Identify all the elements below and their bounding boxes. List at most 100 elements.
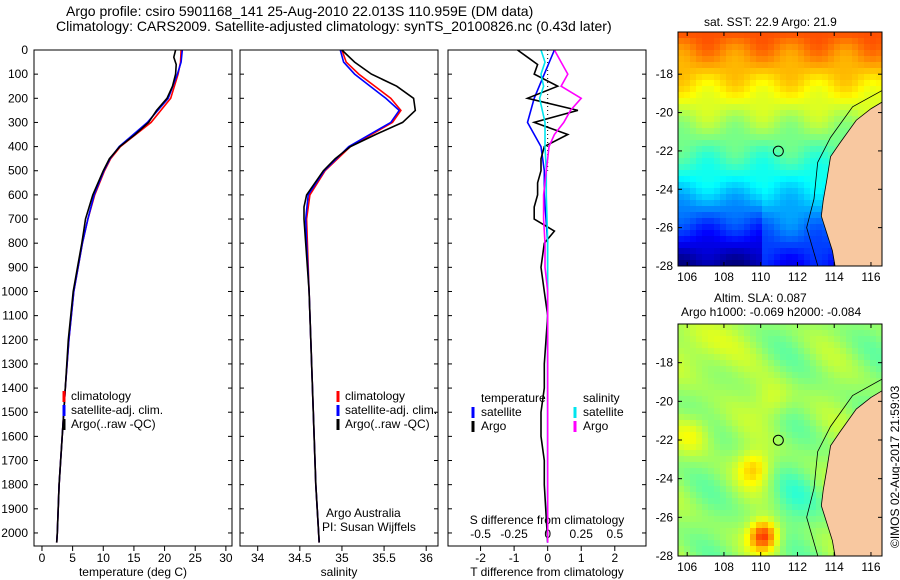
map-cell [756,62,762,68]
map-cell [768,480,774,486]
map-cell [774,462,780,468]
map-cell [756,348,762,354]
map-cell [714,236,720,242]
map-cell [690,200,696,206]
map-cell [834,360,840,366]
map-cell [780,474,786,480]
x-tick-label: 0 [39,551,46,565]
map-cell [762,224,768,230]
map-cell [762,414,768,420]
map-cell [744,414,750,420]
map-cell [834,402,840,408]
map-cell [714,62,720,68]
map-cell [840,74,846,80]
map-cell [696,438,702,444]
map-cell [732,516,738,522]
map-cell [714,408,720,414]
map-cell [816,510,822,516]
map-cell [876,336,882,342]
map-cell [798,438,804,444]
map-cell [726,254,732,260]
map-cell [840,128,846,134]
map-cell [810,260,816,266]
map-cell [732,218,738,224]
map-cell [852,354,858,360]
map-cell [786,516,792,522]
map-cell [714,522,720,528]
map-cell [792,402,798,408]
map-cell [756,80,762,86]
map-cell [732,534,738,540]
map-cell [786,152,792,158]
map-cell [732,456,738,462]
map-cell [732,116,738,122]
map-cell [822,38,828,44]
map-cell [732,32,738,38]
map-cell [750,122,756,128]
map-cell [786,212,792,218]
map-cell [828,372,834,378]
map-cell [714,32,720,38]
legend-label: Argo(..raw -QC) [71,417,156,431]
map-cell [804,468,810,474]
map-cell [720,426,726,432]
map-cell [762,408,768,414]
map-cell [720,474,726,480]
map-cell [774,50,780,56]
map-cell [852,360,858,366]
map-cell [684,134,690,140]
map-cell [732,468,738,474]
map-cell [738,212,744,218]
map-cell [690,170,696,176]
map-cell [810,128,816,134]
map-cell [786,372,792,378]
map-cell [780,254,786,260]
map-cell [792,324,798,330]
map-cell [702,182,708,188]
map-cell [840,330,846,336]
map-cell [780,206,786,212]
map-cell [780,498,786,504]
map-cell [756,218,762,224]
map-cell [678,74,684,80]
map-cell [804,354,810,360]
map-cell [696,534,702,540]
map-cell [774,504,780,510]
map-cell [870,74,876,80]
map-cell [750,260,756,266]
map-cell [774,170,780,176]
map-cell [810,432,816,438]
map-cell [864,372,870,378]
map-cell [822,462,828,468]
map-cell [744,354,750,360]
map-cell [714,420,720,426]
map-cell [798,158,804,164]
map-cell [678,236,684,242]
map-cell [714,176,720,182]
map-cell [732,194,738,200]
map-cell [822,230,828,236]
map-cell [738,188,744,194]
map-cell [702,176,708,182]
map-cell [804,128,810,134]
map-cell [792,86,798,92]
map-cell [744,444,750,450]
map-cell [756,104,762,110]
map-cell [726,182,732,188]
map-cell [834,104,840,110]
map-cell [726,224,732,230]
map-cell [810,254,816,260]
map-cell [768,444,774,450]
map-cell [780,32,786,38]
map-cell [858,330,864,336]
map-cell [714,248,720,254]
map-cell [756,128,762,134]
map-cell [750,248,756,254]
map-cell [786,384,792,390]
map-cell [792,372,798,378]
map-cell [702,218,708,224]
map-cell [846,414,852,420]
map-cell [762,110,768,116]
map-cell [786,534,792,540]
map-cell [864,360,870,366]
